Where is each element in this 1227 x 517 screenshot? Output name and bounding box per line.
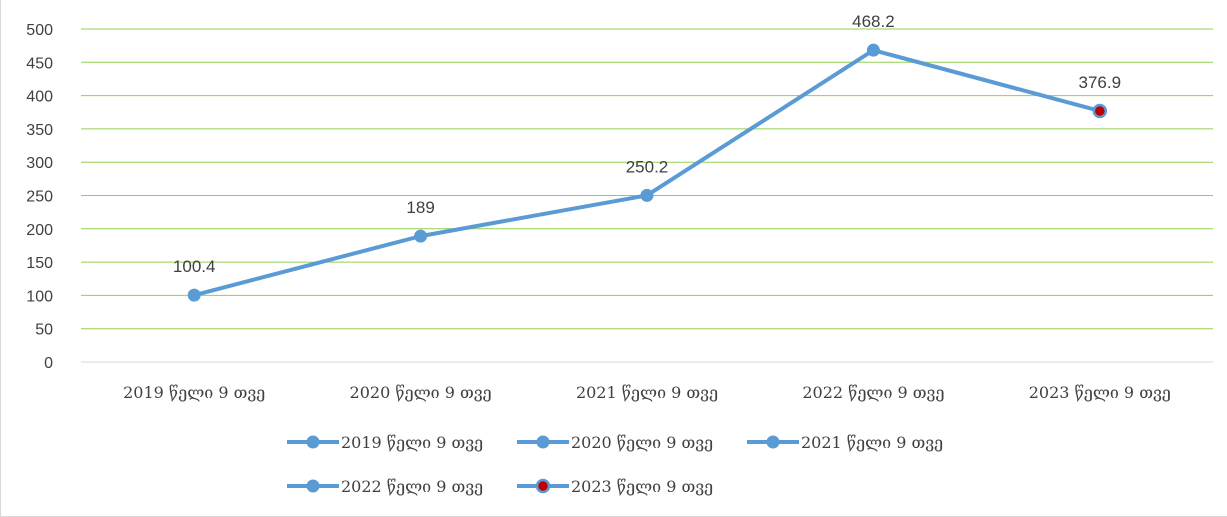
series-line: [187, 43, 1108, 302]
data-point: [187, 288, 201, 302]
legend-label: 2020 წელი 9 თვე: [571, 433, 713, 452]
data-label: 100.4: [173, 257, 216, 276]
x-tick-label: 2019 წელი 9 თვე: [123, 383, 265, 402]
y-tick-label: 50: [35, 322, 53, 339]
y-tick-label: 150: [26, 255, 53, 272]
x-tick-label: 2023 წელი 9 თვე: [1029, 383, 1171, 402]
y-axis-ticks: 0 50 100 150 200 250 300 350 400 450 500: [26, 22, 53, 372]
legend-item: 2020 წელი 9 თვე: [517, 433, 713, 452]
y-tick-label: 350: [26, 122, 53, 139]
data-point: [640, 188, 654, 202]
legend-item: 2023 წელი 9 თვე: [517, 477, 713, 496]
legend-item: 2021 წელი 9 თვე: [747, 433, 943, 452]
legend-label: 2022 წელი 9 თვე: [341, 477, 483, 496]
legend-item: 2019 წელი 9 თვე: [287, 433, 483, 452]
y-tick-label: 0: [44, 355, 53, 372]
data-label: 189: [406, 198, 434, 217]
data-label: 250.2: [626, 157, 669, 176]
y-tick-label: 250: [26, 189, 53, 206]
legend-marker: [306, 479, 320, 493]
data-point: [866, 43, 880, 57]
y-tick-label: 500: [26, 22, 53, 39]
legend-label: 2019 წელი 9 თვე: [341, 433, 483, 452]
data-point: [414, 229, 428, 243]
legend-label: 2021 წელი 9 თვე: [801, 433, 943, 452]
y-tick-label: 200: [26, 222, 53, 239]
legend-item: 2022 წელი 9 თვე: [287, 477, 483, 496]
data-label: 468.2: [852, 12, 895, 31]
x-tick-label: 2021 წელი 9 თვე: [576, 383, 718, 402]
data-point: [1092, 103, 1108, 119]
legend-marker: [535, 478, 551, 494]
x-axis-ticks: 2019 წელი 9 თვე 2020 წელი 9 თვე 2021 წელი …: [123, 383, 1171, 402]
data-labels: 100.4 189 250.2 468.2 376.9: [173, 12, 1121, 276]
data-label: 376.9: [1079, 73, 1122, 92]
legend-marker: [536, 435, 550, 449]
x-tick-label: 2022 წელი 9 თვე: [802, 383, 944, 402]
y-tick-label: 100: [26, 288, 53, 305]
legend-marker: [766, 435, 780, 449]
y-tick-label: 400: [26, 89, 53, 106]
y-tick-label: 450: [26, 55, 53, 72]
legend-label: 2023 წელი 9 თვე: [571, 477, 713, 496]
legend-marker: [306, 435, 320, 449]
x-tick-label: 2020 წელი 9 თვე: [350, 383, 492, 402]
y-tick-label: 300: [26, 155, 53, 172]
legend: 2019 წელი 9 თვე 2020 წელი 9 თვე 2021 წელი …: [287, 433, 943, 496]
